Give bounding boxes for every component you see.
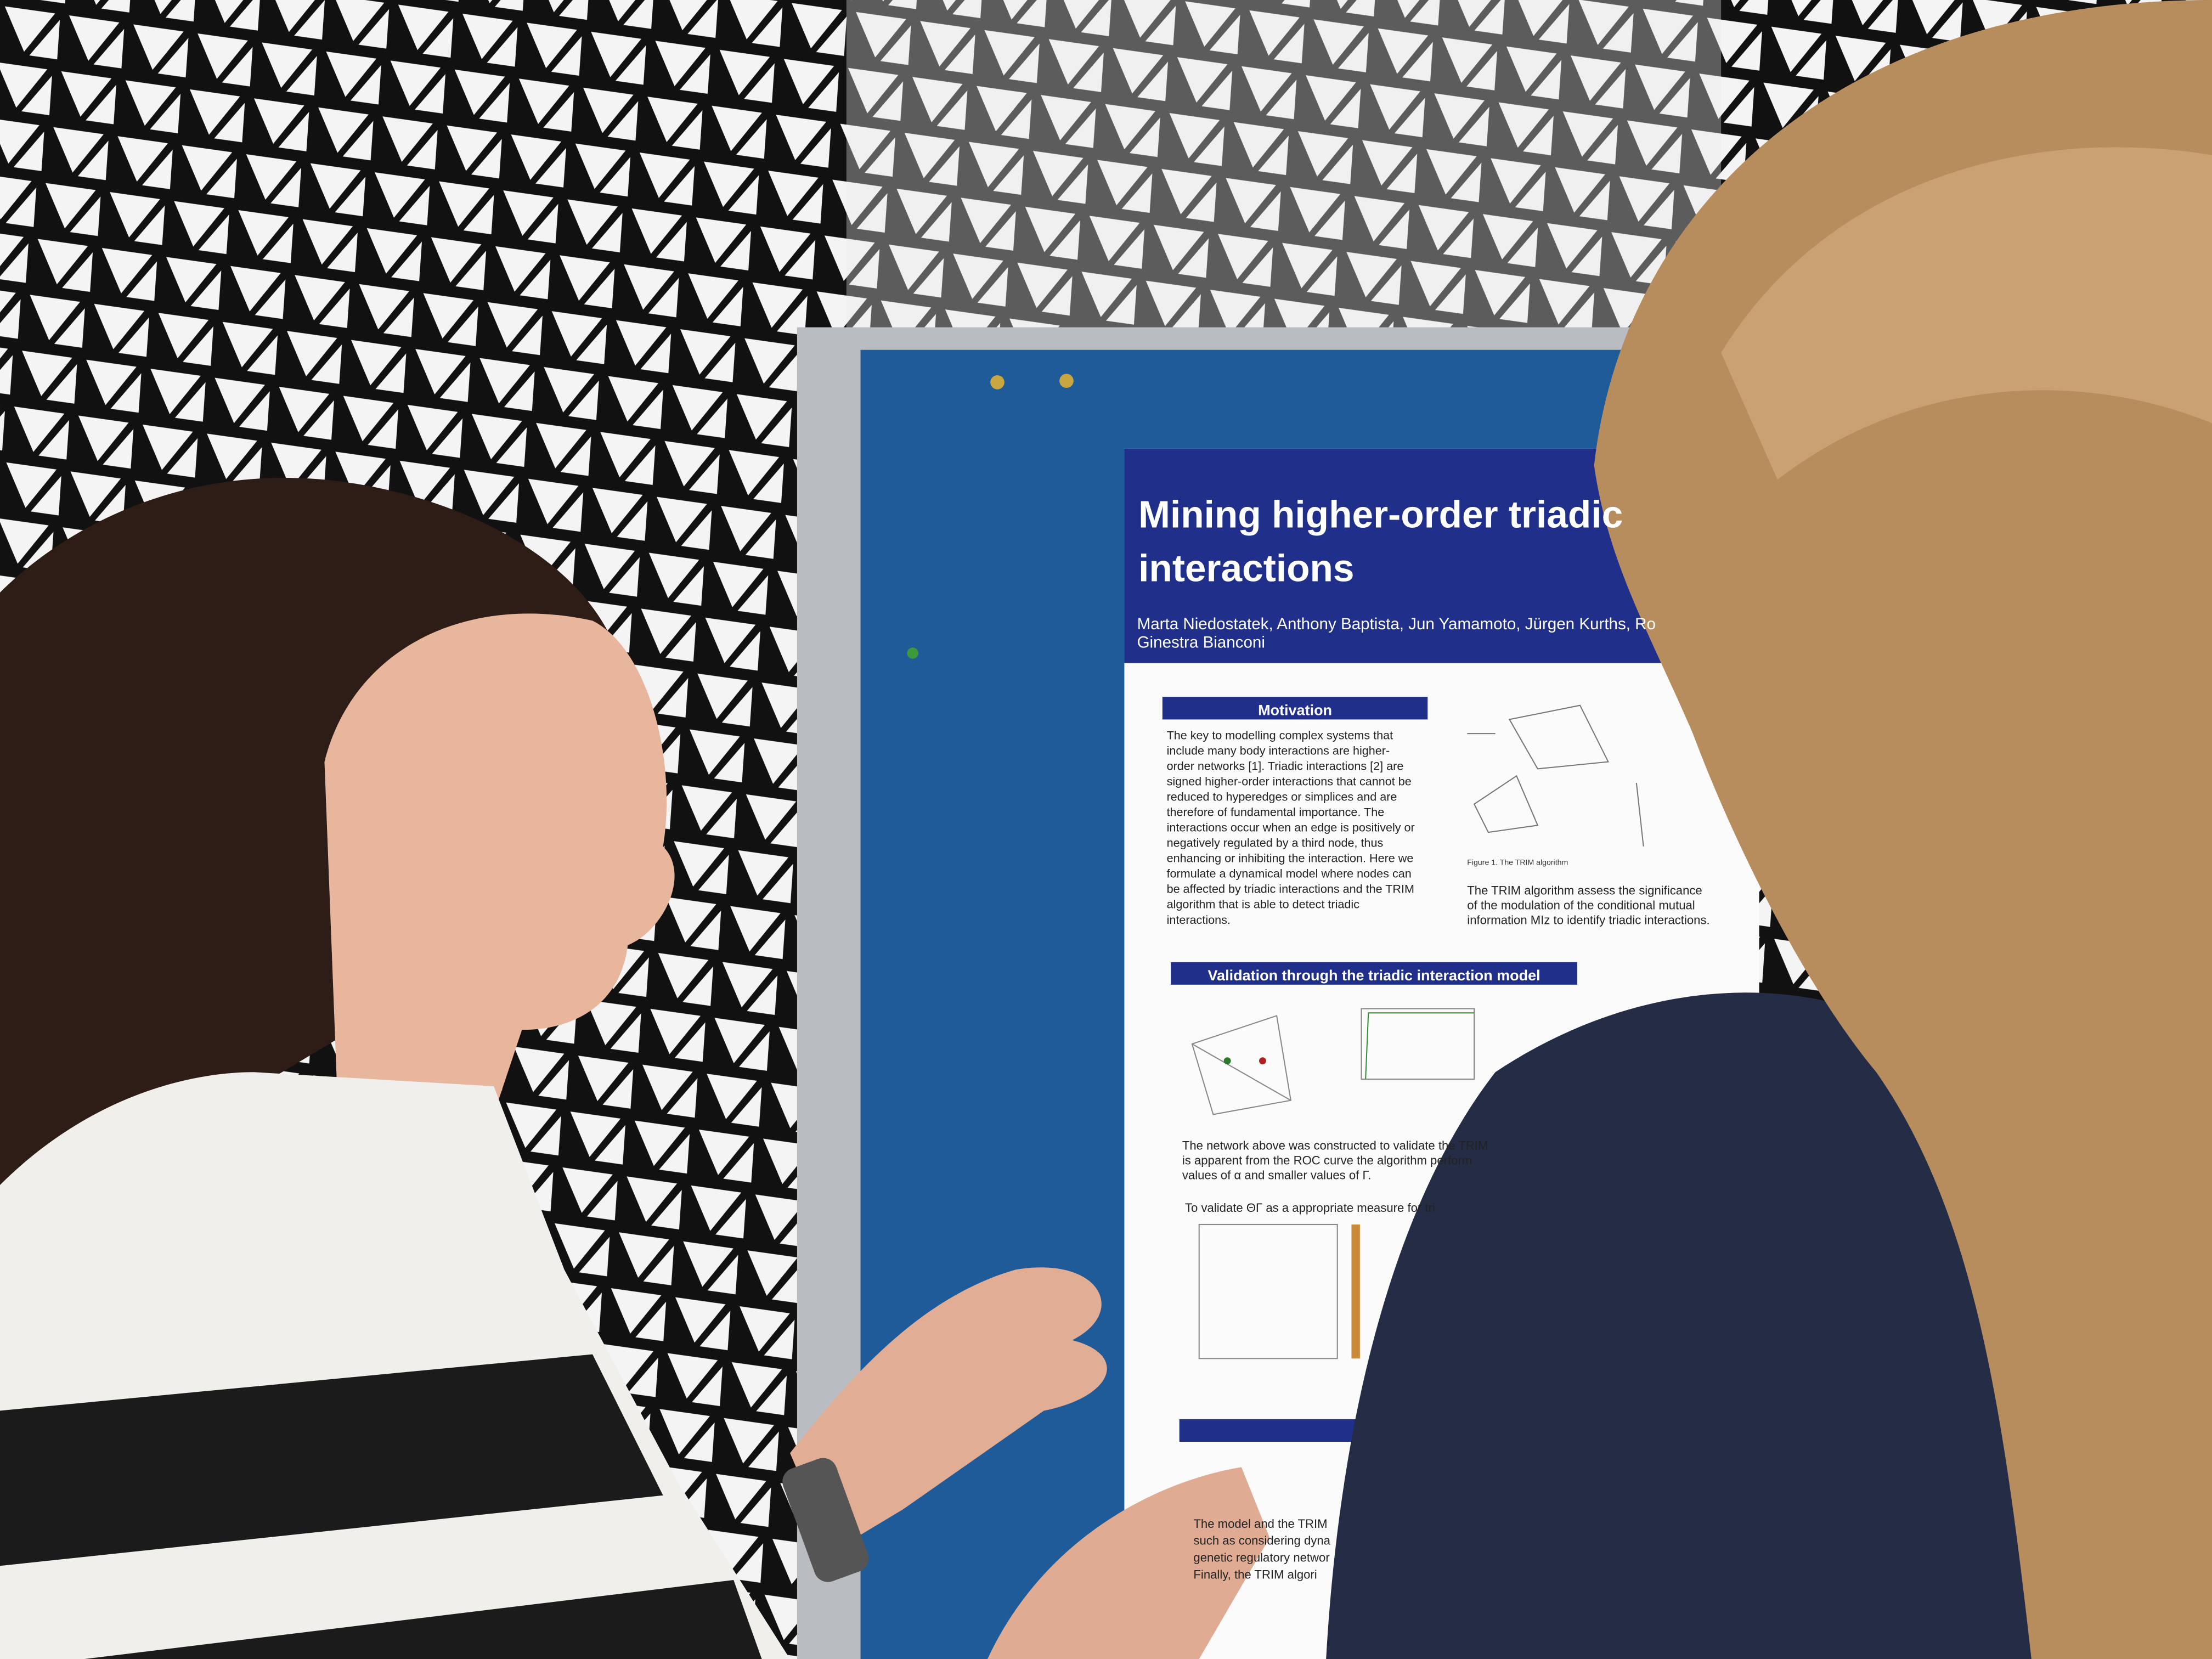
paragraph-line: order networks [1]. Triadic interactions… (1167, 759, 1404, 772)
paragraph-line: enhancing or inhibiting the interaction.… (1167, 851, 1414, 865)
figure-caption: Figure 1. The TRIM algorithm (1467, 857, 1568, 866)
section-bar (1179, 1419, 1377, 1442)
paragraph-line: of the modulation of the conditional mut… (1467, 898, 1695, 912)
paragraph-line: interactions occur when an edge is posit… (1167, 821, 1415, 834)
paragraph-line: The key to modelling complex systems tha… (1167, 728, 1393, 742)
section-heading: Validation through the triadic interacti… (1208, 967, 1541, 984)
paragraph-line: Finally, the TRIM algori (1193, 1567, 1317, 1581)
pin (990, 375, 1005, 390)
pin (907, 647, 918, 659)
paragraph-line: The TRIM algorithm assess the significan… (1467, 883, 1702, 897)
poster-text: Mining higher-order triadic interactions M… (1137, 493, 1710, 1582)
poster-title: interactions (1138, 546, 1354, 589)
paragraph-line: therefore of fundamental importance. The (1167, 805, 1385, 819)
paragraph-line: be affected by triadic interactions and … (1167, 882, 1414, 896)
poster-authors: Ginestra Bianconi (1137, 633, 1265, 651)
figure-2 (1191, 1008, 1475, 1115)
paragraph-line: interactions. (1167, 913, 1231, 927)
node (1223, 1057, 1231, 1065)
paragraph-line: negatively regulated by a third node, th… (1167, 836, 1384, 850)
paragraph-line: is apparent from the ROC curve the algor… (1182, 1154, 1472, 1167)
section-heading: Motivation (1258, 702, 1332, 719)
pin (1059, 374, 1074, 388)
paragraph-line: values of α and smaller values of Γ. (1182, 1169, 1372, 1182)
paragraph-line: algorithm that is able to detect triadic (1167, 898, 1360, 911)
poster-title: Mining higher-order triadic (1138, 493, 1623, 536)
figure-1 (1467, 704, 1644, 847)
scatter-figure (1198, 1223, 1360, 1359)
paragraph-line: genetic regulatory networ (1193, 1551, 1329, 1565)
paragraph-line: reduced to hyperedges or simplices and a… (1167, 790, 1397, 804)
paragraph-line: such as considering dyna (1193, 1534, 1330, 1548)
wall-light (846, 0, 1722, 339)
left-person (0, 477, 1107, 1659)
section-bar (1162, 697, 1428, 720)
poster-authors: Marta Niedostatek, Anthony Baptista, Jun… (1137, 615, 1656, 633)
paragraph-line: information MIz to identify triadic inte… (1467, 913, 1709, 927)
paragraph-line: The model and the TRIM (1193, 1517, 1327, 1531)
paragraph-line: The network above was constructed to val… (1182, 1139, 1488, 1153)
section-bar (1171, 962, 1577, 985)
node (1259, 1057, 1266, 1065)
paragraph-line: To validate ΘΓ as a appropriate measure … (1185, 1201, 1435, 1215)
paragraph-line: signed higher-order interactions that ca… (1167, 775, 1412, 788)
right-person (988, 0, 2212, 1659)
paragraph-line: include many body interactions are highe… (1167, 743, 1390, 757)
paragraph-line: formulate a dynamical model where nodes … (1167, 867, 1412, 881)
